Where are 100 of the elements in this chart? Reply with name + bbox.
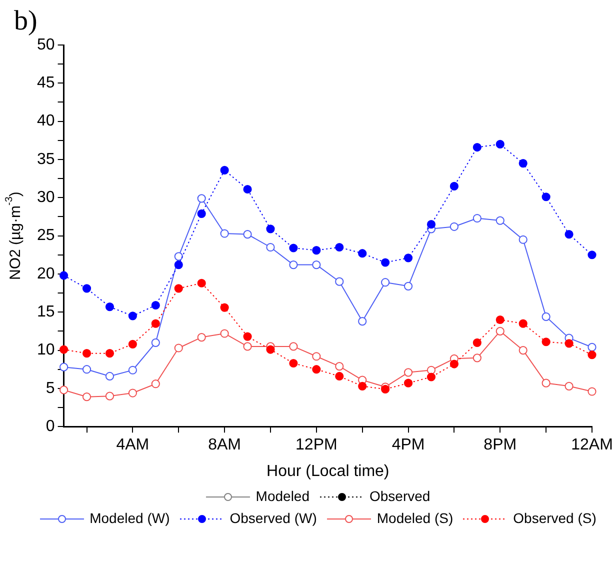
point bbox=[174, 284, 183, 293]
y-tick-label: 35 bbox=[37, 150, 55, 168]
point bbox=[358, 316, 367, 326]
point bbox=[450, 222, 459, 231]
point bbox=[588, 250, 596, 260]
point bbox=[266, 224, 275, 234]
point bbox=[335, 372, 344, 381]
legend-label: Modeled bbox=[256, 488, 310, 504]
x-tick-label: 12PM bbox=[296, 436, 338, 454]
x-tick-label: 8PM bbox=[484, 436, 517, 454]
point bbox=[220, 329, 229, 338]
x-tick-label: 12AM bbox=[571, 436, 613, 454]
point bbox=[266, 345, 275, 354]
point bbox=[404, 282, 413, 290]
point bbox=[220, 303, 229, 312]
point bbox=[472, 214, 482, 223]
point bbox=[335, 242, 344, 252]
point bbox=[128, 388, 137, 398]
point bbox=[542, 312, 550, 321]
x-tick-label: 4PM bbox=[392, 436, 425, 454]
point bbox=[82, 392, 92, 402]
point bbox=[312, 352, 321, 361]
point bbox=[542, 192, 550, 202]
point bbox=[518, 158, 528, 168]
point bbox=[381, 278, 390, 287]
x-tick-label: 8AM bbox=[208, 436, 242, 454]
y-tick-label: 15 bbox=[37, 304, 55, 321]
point bbox=[243, 230, 252, 239]
point bbox=[105, 372, 114, 381]
point bbox=[312, 246, 321, 255]
point bbox=[426, 220, 436, 229]
point bbox=[404, 378, 413, 388]
y-tick-label: 0 bbox=[46, 418, 55, 436]
point bbox=[564, 230, 574, 239]
point bbox=[128, 340, 137, 348]
point bbox=[243, 342, 252, 351]
point bbox=[174, 260, 183, 270]
point bbox=[564, 382, 574, 390]
point bbox=[312, 365, 321, 374]
point bbox=[174, 252, 183, 261]
point bbox=[404, 254, 413, 262]
y-tick-label: 30 bbox=[37, 189, 55, 206]
point bbox=[197, 333, 206, 342]
y-tick-label: 50 bbox=[37, 36, 55, 54]
point bbox=[358, 249, 367, 258]
point bbox=[82, 365, 92, 374]
point bbox=[496, 326, 504, 336]
y-tick-label: 40 bbox=[37, 112, 55, 130]
point bbox=[105, 349, 114, 358]
point bbox=[472, 354, 482, 362]
y-tick-label: 25 bbox=[37, 227, 55, 244]
point bbox=[542, 338, 550, 346]
point bbox=[404, 368, 413, 377]
y-tick-label: 20 bbox=[37, 265, 55, 282]
point bbox=[496, 315, 504, 324]
point bbox=[243, 184, 252, 194]
point bbox=[335, 362, 344, 371]
point bbox=[588, 342, 596, 352]
point bbox=[151, 300, 160, 310]
legend-label: Observed (S) bbox=[513, 510, 596, 526]
point bbox=[518, 346, 528, 355]
point bbox=[518, 319, 528, 328]
point bbox=[496, 140, 504, 149]
x-tick-label: 4AM bbox=[116, 436, 150, 454]
point bbox=[220, 166, 229, 174]
point bbox=[266, 242, 275, 252]
point bbox=[564, 339, 574, 348]
y-axis-title: NO2 (µg·m-3) bbox=[4, 192, 24, 280]
point bbox=[518, 235, 528, 244]
point bbox=[289, 358, 298, 368]
point bbox=[105, 392, 114, 400]
legend-label: Observed bbox=[370, 488, 430, 504]
point bbox=[243, 332, 252, 341]
point bbox=[381, 384, 390, 394]
y-tick-label: 5 bbox=[46, 380, 55, 397]
point bbox=[450, 182, 459, 190]
point bbox=[358, 382, 367, 390]
point bbox=[472, 142, 482, 152]
point bbox=[59, 271, 68, 280]
y-tick-label: 45 bbox=[37, 74, 55, 92]
point bbox=[381, 258, 390, 267]
legend-label: Modeled (S) bbox=[376, 510, 454, 526]
point bbox=[335, 277, 344, 286]
point bbox=[151, 338, 160, 347]
point bbox=[82, 349, 92, 358]
point bbox=[197, 209, 206, 218]
point bbox=[472, 338, 482, 347]
point bbox=[426, 372, 436, 382]
point bbox=[59, 345, 68, 354]
point bbox=[105, 302, 114, 312]
point bbox=[197, 194, 206, 203]
point bbox=[289, 260, 298, 270]
point bbox=[220, 229, 229, 238]
point bbox=[542, 378, 550, 388]
point bbox=[426, 366, 436, 374]
point bbox=[128, 312, 137, 320]
legend-label: Modeled (W) bbox=[90, 510, 170, 526]
point bbox=[289, 342, 298, 351]
x-axis-title: Hour (Local time) bbox=[266, 462, 390, 480]
text: b) bbox=[14, 5, 38, 36]
